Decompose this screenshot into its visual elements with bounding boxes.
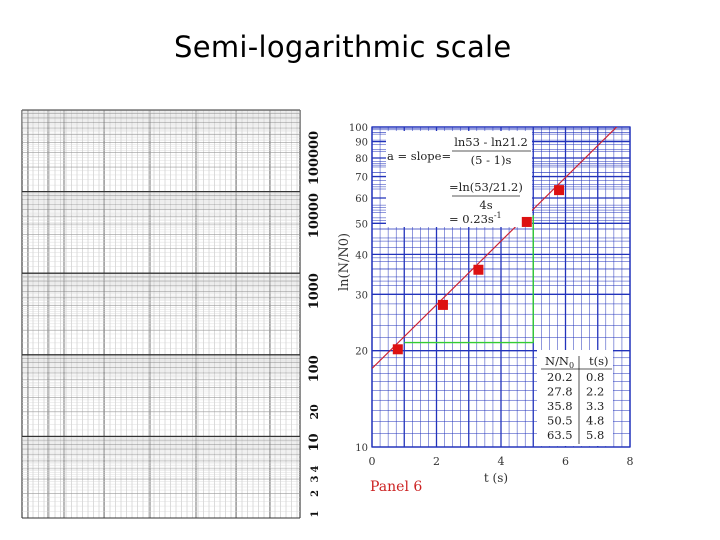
annotation-numerator-2: =ln(53/21.2) [449,180,523,194]
y-tick-label: 40 [355,250,368,261]
table-cell-time: 4.8 [586,414,604,428]
data-table: N/N0 t(s) 20.2 0.8 27.8 2.2 35.8 3.3 50.5 4.8 63.5… [537,350,613,446]
paper-scale-label: 10000 [307,193,322,238]
x-axis-label: t (s) [484,471,508,485]
annotation-result: = 0.23s-1 [449,211,502,226]
data-point [521,216,532,227]
y-tick-label: 80 [355,154,368,165]
annotation-slope-label: a = slope= [387,149,451,163]
table-header-t: t(s) [589,354,609,368]
annotation-background [386,131,532,227]
annotation-numerator: ln53 - ln21.2 [454,135,528,149]
annotation-denominator: (5 - 1)s [471,153,512,167]
y-tick-label: 50 [355,219,368,230]
y-tick-label: 10 [355,443,368,454]
table-background [537,350,613,446]
fit-line [372,127,618,369]
paper-scale-label: 100 [307,355,322,382]
y-tick-label: 70 [355,173,368,184]
paper-scale-label: 4 [310,465,321,472]
data-point [437,299,448,310]
table-cell-ratio: 35.8 [547,399,573,413]
paper-scale-label: 1 [310,511,321,518]
table-cell-time: 0.8 [586,370,604,384]
plot-frame [371,126,631,448]
y-tick-label: 60 [355,194,368,205]
annotation-result-sup: -1 [494,211,502,220]
paper-scale-label: 3 [310,476,321,483]
y-tick-label: 100 [349,123,368,134]
annotation-denominator-2: 4s [479,198,492,212]
paper-scale-label: 10 [307,433,322,451]
table-cell-ratio: 20.2 [547,370,573,384]
data-point [554,185,565,196]
slide-title: Semi-logarithmic scale [174,30,512,64]
paper-scale-label: 20 [308,404,321,420]
table-header-sub: 0 [569,361,574,370]
x-tick-label: 0 [369,455,376,468]
table-cell-ratio: 27.8 [547,385,573,399]
y-tick-label: 30 [355,290,368,301]
table-cell-ratio: 50.5 [547,414,573,428]
semilog-graph-paper: 1 2 3 4 10 20 100 1000 10000 100000 [21,109,322,519]
x-tick-label: 4 [498,455,505,468]
table-header-nn0: N/N0 [545,354,574,370]
data-point [392,344,403,355]
table-cell-ratio: 63.5 [547,428,573,442]
y-tick-label: 90 [355,138,368,149]
data-point [473,264,484,275]
x-tick-label: 6 [562,455,569,468]
paper-grid [21,109,301,519]
x-tick-label: 2 [433,455,440,468]
y-tick-label: 20 [355,347,368,358]
slope-annotation: a = slope=ln53 - ln21.2 (5 - 1)s =ln(53/21… [386,131,532,227]
paper-scale-label: 1000 [307,273,322,309]
y-axis-label: ln(N/N0) [337,233,352,291]
table-cell-time: 2.2 [586,385,604,399]
panel-label: Panel 6 [370,479,422,495]
x-tick-label: 8 [627,455,634,468]
table-cell-time: 5.8 [586,428,604,442]
paper-scale-label: 2 [310,490,321,497]
paper-scale-label: 100000 [307,131,322,185]
table-cell-time: 3.3 [586,399,604,413]
